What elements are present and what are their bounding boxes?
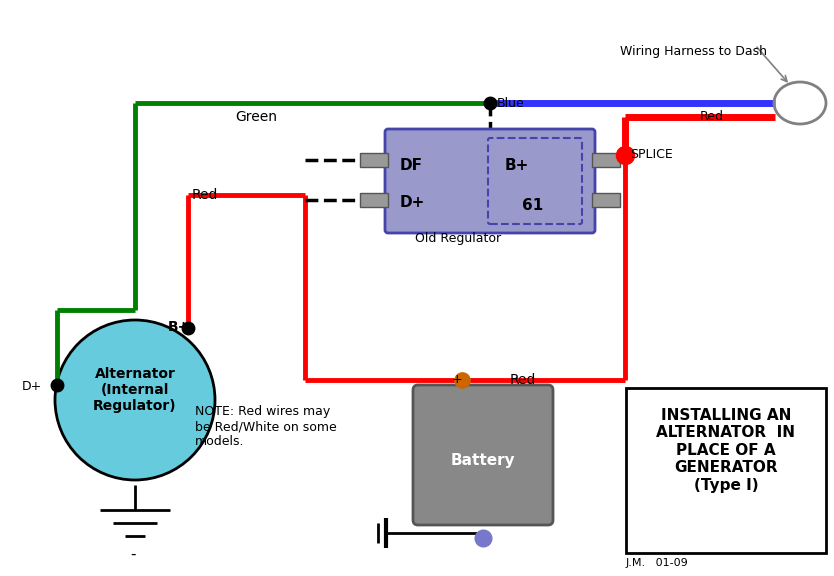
Text: -: - [130,547,135,562]
Text: Wiring Harness to Dash: Wiring Harness to Dash [620,45,767,58]
Text: Battery: Battery [450,453,515,468]
Bar [592,193,620,207]
Text: Red: Red [510,373,536,387]
Text: Red: Red [700,110,724,123]
Text: Alternator
(Internal
Regulator): Alternator (Internal Regulator) [93,367,177,413]
Text: B+: B+ [168,320,190,334]
Bar [592,153,620,167]
Text: NOTE: Red wires may
be Red/White on some
models.: NOTE: Red wires may be Red/White on some… [195,405,337,448]
Text: B+: B+ [505,158,530,173]
Text: Green: Green [235,110,277,124]
Text: D+: D+ [400,195,425,210]
Text: +: + [452,373,463,386]
Bar [360,193,388,207]
Ellipse shape [55,320,215,480]
Text: Red: Red [192,188,219,202]
Bar [360,153,388,167]
Text: 61: 61 [522,198,543,213]
FancyBboxPatch shape [413,385,553,525]
Text: DF: DF [400,158,423,173]
Text: SPLICE: SPLICE [630,148,673,161]
FancyBboxPatch shape [385,129,595,233]
Bar [626,388,826,553]
Text: Old Regulator: Old Regulator [415,232,501,245]
Text: Blue: Blue [497,97,525,110]
Text: J.M.   01-09: J.M. 01-09 [626,558,689,568]
Text: INSTALLING AN
ALTERNATOR  IN
PLACE OF A
GENERATOR
(Type I): INSTALLING AN ALTERNATOR IN PLACE OF A G… [656,408,796,492]
Text: D+: D+ [22,380,43,393]
